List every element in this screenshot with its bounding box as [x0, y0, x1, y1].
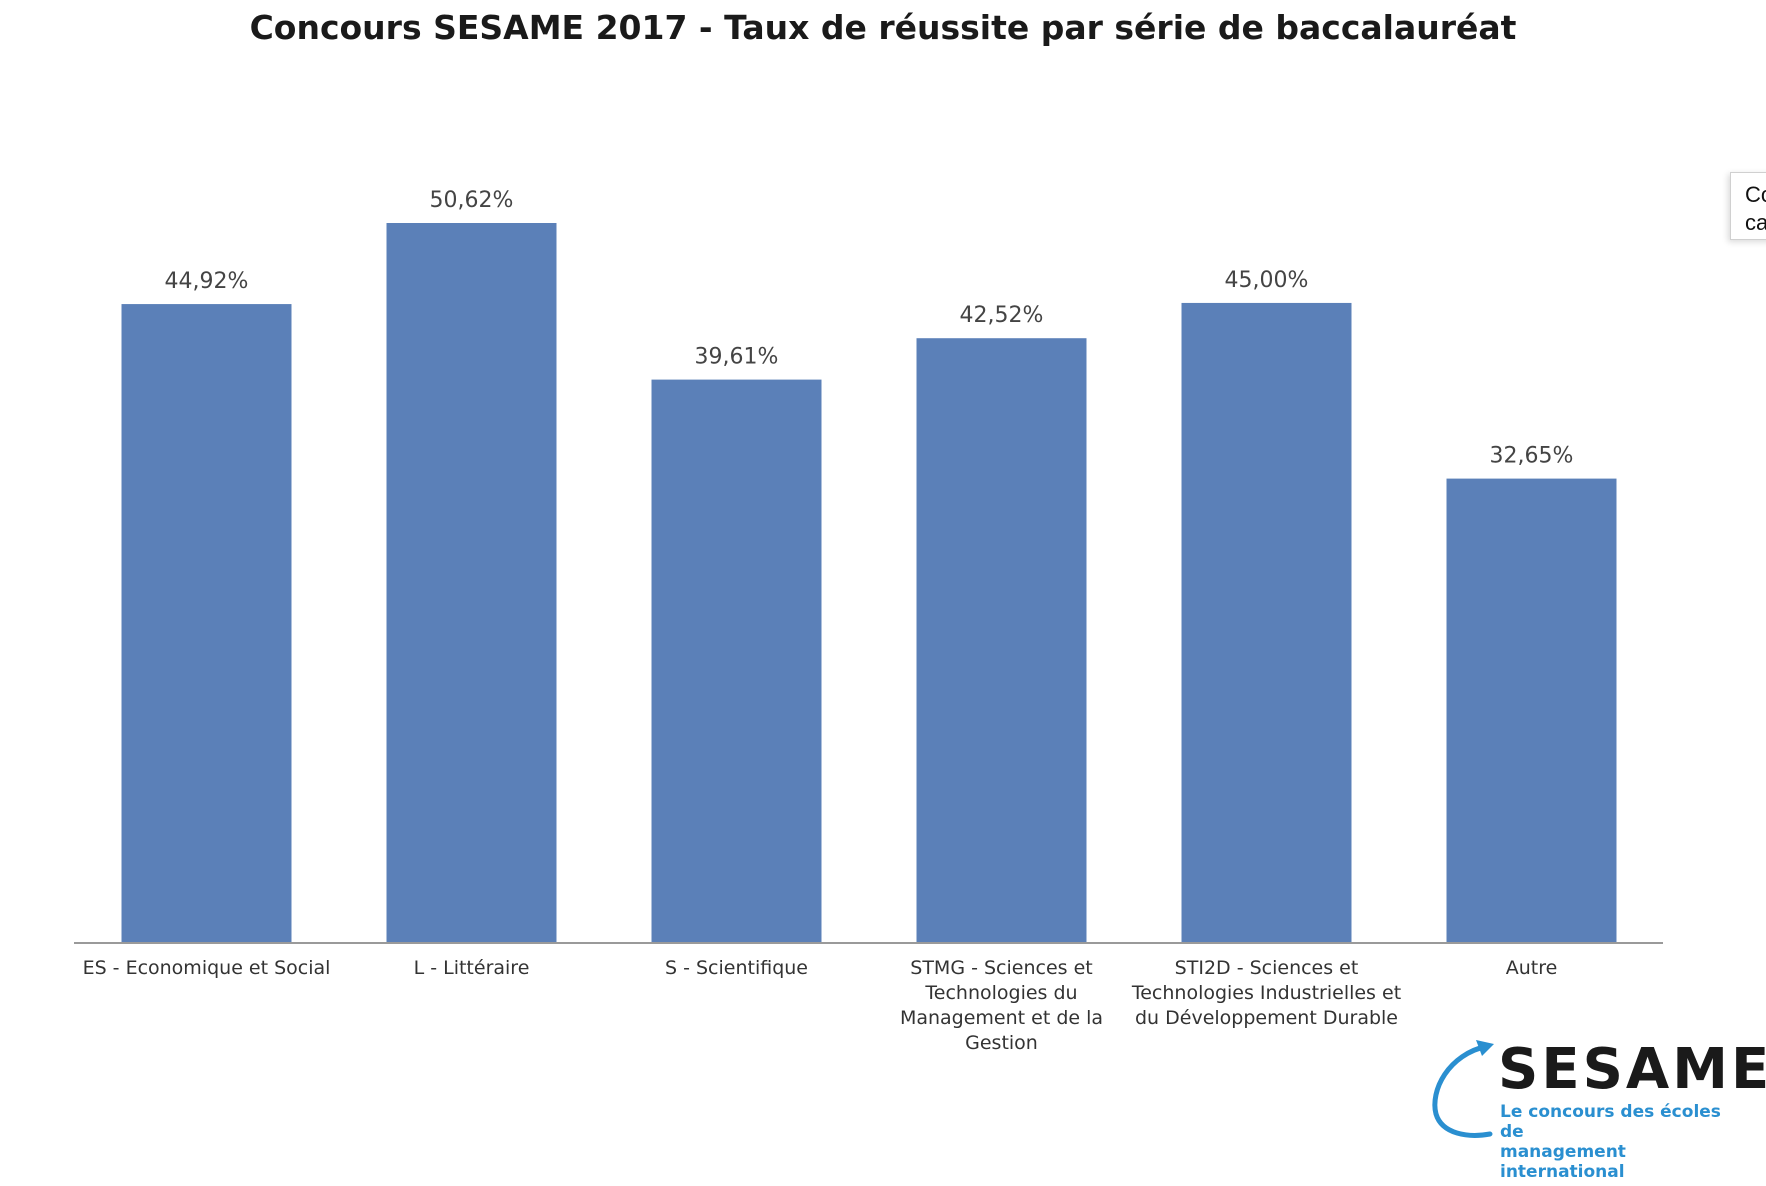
- data-label-4: 42,52%: [960, 303, 1044, 328]
- x-tick-label-2: L - Littéraire: [414, 957, 530, 979]
- data-label-3: 39,61%: [695, 345, 779, 370]
- data-label-5: 45,00%: [1225, 268, 1309, 293]
- bar-5: [1181, 302, 1352, 944]
- x-tick-label-1: ES - Economique et Social: [83, 957, 331, 979]
- x-tick-label-line: S - Scientifique: [665, 957, 808, 979]
- logo-tagline: Le concours des écoles de management int…: [1500, 1102, 1740, 1182]
- x-tick-label-line: Gestion: [965, 1032, 1038, 1054]
- bar-2: [386, 223, 557, 943]
- x-tick-label-4: STMG - Sciences et Technologies du Managem…: [900, 957, 1103, 1054]
- bar-4: [916, 338, 1087, 943]
- x-tick-label-6: Autre: [1506, 957, 1558, 979]
- data-label-2: 50,62%: [430, 188, 514, 213]
- logo-wordmark: SESAME: [1498, 1037, 1766, 1102]
- data-label-6: 32,65%: [1490, 444, 1574, 469]
- x-tick-label-line: Autre: [1506, 957, 1558, 979]
- logo-arc-icon: [1432, 1040, 1494, 1138]
- x-tick-label-line: Technologies Industrielles et: [1131, 982, 1401, 1004]
- sesame-logo: SESAME Le concours des écoles de managem…: [1428, 1036, 1766, 1182]
- bar-3: [651, 379, 822, 943]
- x-tick-label-line: STI2D - Sciences et: [1175, 957, 1359, 979]
- bars-layer: [121, 223, 1617, 944]
- chart-title: Concours SESAME 2017 - Taux de réussite …: [249, 8, 1517, 47]
- x-tick-label-line: Management et de la: [900, 1007, 1103, 1029]
- logo-tagline-line-1: Le concours des écoles de: [1500, 1102, 1721, 1142]
- x-tick-label-line: L - Littéraire: [414, 957, 530, 979]
- x-tick-label-line: ES - Economique et Social: [83, 957, 331, 979]
- x-tick-label-line: du Développement Durable: [1135, 1007, 1398, 1029]
- bar-1: [121, 304, 292, 943]
- x-tick-label-3: S - Scientifique: [665, 957, 808, 979]
- tooltip-line-1: Co: [1745, 182, 1766, 207]
- x-tick-label-line: STMG - Sciences et: [910, 957, 1092, 979]
- labels-layer: 44,92% 50,62% 39,61% 42,52% 45,00% 32,65%: [165, 188, 1574, 469]
- x-tick-label-line: Technologies du: [924, 982, 1077, 1004]
- data-label-1: 44,92%: [165, 269, 249, 294]
- tooltip-popup: Co ca: [1730, 172, 1766, 240]
- tick-labels-layer: ES - Economique et Social L - Littéraire S…: [83, 957, 1558, 1054]
- bar-6: [1446, 478, 1617, 943]
- logo-tagline-line-2: management international: [1500, 1142, 1626, 1182]
- tooltip-line-2: ca: [1745, 210, 1766, 235]
- x-tick-label-5: STI2D - Sciences et Technologies Industri…: [1131, 957, 1401, 1029]
